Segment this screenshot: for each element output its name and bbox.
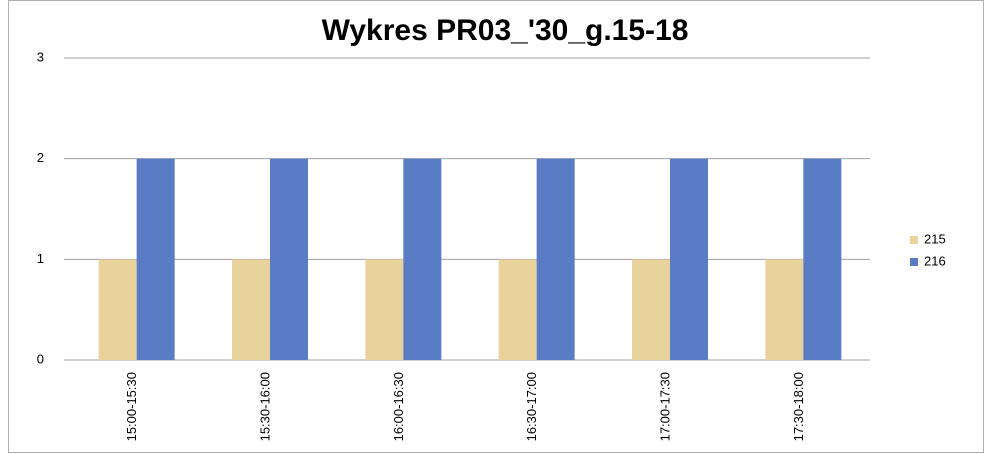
y-tick-label: 0	[37, 351, 44, 366]
y-tick-label: 1	[37, 251, 44, 266]
bar	[403, 158, 442, 360]
chart-border	[8, 0, 984, 453]
chart-title: Wykres PR03_'30_g.15-18	[322, 14, 689, 47]
bar	[365, 259, 404, 360]
x-tick-label: 17:00-17:30	[657, 372, 672, 441]
bar	[536, 158, 575, 360]
legend-label: 215	[924, 231, 946, 246]
y-tick-label: 3	[37, 49, 44, 64]
legend-label: 216	[924, 253, 946, 268]
bar	[270, 158, 308, 360]
bar	[136, 158, 175, 360]
x-tick-label: 16:00-16:30	[391, 372, 406, 441]
x-tick-label: 16:30-17:00	[524, 372, 539, 441]
bar	[632, 259, 670, 360]
y-tick-label: 2	[37, 150, 44, 165]
x-tick-label: 17:30-18:00	[791, 372, 806, 441]
legend-swatch	[910, 236, 918, 244]
bar	[498, 259, 537, 360]
bar	[98, 259, 137, 360]
bar	[670, 158, 708, 360]
bar	[803, 158, 842, 360]
bar	[232, 259, 270, 360]
bar	[765, 259, 804, 360]
x-tick-label: 15:30-16:00	[257, 372, 272, 441]
x-tick-label: 15:00-15:30	[124, 372, 139, 441]
legend-swatch	[910, 258, 918, 266]
